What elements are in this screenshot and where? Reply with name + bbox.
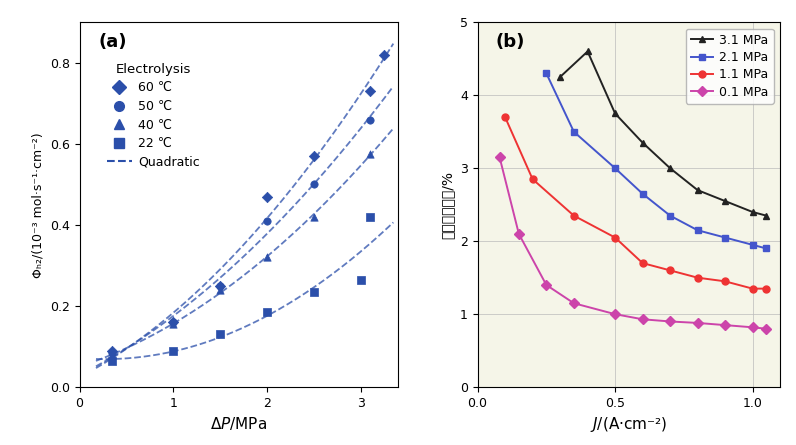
Point xyxy=(106,349,119,356)
Point xyxy=(307,181,320,188)
Point xyxy=(307,213,320,220)
Legend: 60 ℃, 50 ℃, 40 ℃, 22 ℃, Quadratic: 60 ℃, 50 ℃, 40 ℃, 22 ℃, Quadratic xyxy=(102,58,205,174)
Point xyxy=(167,347,180,354)
Y-axis label: 氮气体积分数/%: 氮气体积分数/% xyxy=(440,171,455,239)
Point xyxy=(106,357,119,364)
Point xyxy=(167,319,180,326)
X-axis label: $\it{\Delta P}$/MPa: $\it{\Delta P}$/MPa xyxy=(210,416,267,433)
Y-axis label: Φₕ₂/(10⁻³ mol·s⁻¹·cm⁻²): Φₕ₂/(10⁻³ mol·s⁻¹·cm⁻²) xyxy=(31,132,45,278)
Point xyxy=(260,217,273,224)
Point xyxy=(307,288,320,295)
Point xyxy=(106,351,119,358)
Text: (a): (a) xyxy=(99,33,127,51)
Point xyxy=(260,308,273,316)
Point xyxy=(167,321,180,328)
Point xyxy=(307,153,320,160)
Point xyxy=(364,88,377,95)
Point xyxy=(377,51,390,58)
Point xyxy=(260,193,273,200)
Point xyxy=(213,282,226,289)
Point xyxy=(213,286,226,293)
Point xyxy=(167,319,180,326)
Point xyxy=(260,254,273,261)
Point xyxy=(364,213,377,220)
Point xyxy=(213,331,226,338)
X-axis label: $\it{J}$/(A·cm⁻²): $\it{J}$/(A·cm⁻²) xyxy=(590,416,668,434)
Text: (b): (b) xyxy=(496,33,525,51)
Legend: 3.1 MPa, 2.1 MPa, 1.1 MPa, 0.1 MPa: 3.1 MPa, 2.1 MPa, 1.1 MPa, 0.1 MPa xyxy=(685,28,774,104)
Point xyxy=(213,282,226,289)
Point xyxy=(364,150,377,158)
Point xyxy=(354,276,367,283)
Point xyxy=(106,347,119,354)
Point xyxy=(364,116,377,123)
